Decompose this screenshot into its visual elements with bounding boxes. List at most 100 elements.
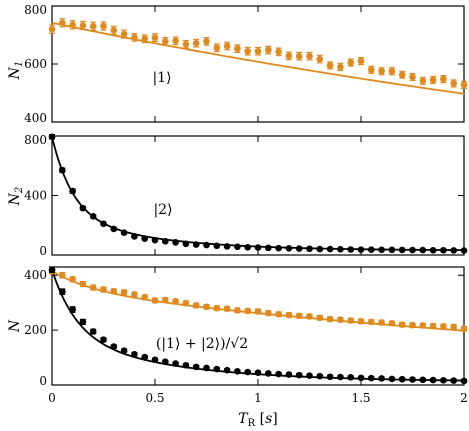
data-point: [120, 288, 128, 296]
data-point: [419, 376, 427, 384]
data-point: [79, 318, 87, 326]
data-point: [357, 374, 365, 382]
data-point: [110, 27, 118, 34]
y-tick-label: 400: [24, 111, 47, 125]
data-point: [110, 225, 118, 233]
data-point: [460, 81, 468, 89]
data-point: [316, 314, 324, 322]
data-point: [254, 369, 262, 376]
data-point: [440, 75, 447, 83]
data-point: [213, 242, 221, 250]
plot-frame: [51, 5, 465, 123]
data-point: [378, 67, 385, 75]
annotation-state-1: |1⟩: [152, 70, 171, 86]
data-point: [192, 302, 200, 309]
data-point: [409, 246, 416, 254]
y-tick-label: 400: [24, 189, 47, 203]
data-point: [316, 55, 324, 63]
data-point: [244, 307, 251, 315]
fit-curve: [51, 136, 465, 252]
data-point: [244, 243, 251, 251]
data-point: [48, 133, 56, 141]
data-point: [440, 246, 447, 254]
data-point: [213, 304, 221, 312]
data-point: [141, 35, 148, 43]
data-point: [223, 366, 231, 374]
data-point: [347, 317, 355, 324]
data-point: [203, 241, 210, 249]
data-point: [265, 370, 272, 377]
data-point: [59, 288, 66, 295]
data-point: [69, 276, 76, 283]
x-tick-label: 1: [254, 391, 262, 405]
data-point: [182, 361, 190, 369]
data-point: [306, 52, 313, 60]
data-point: [120, 30, 128, 38]
x-axis-label: TR [s]: [238, 411, 277, 429]
data-point: [275, 310, 282, 318]
data-point: [234, 367, 241, 375]
data-point: [326, 62, 334, 69]
data-point: [254, 244, 262, 251]
data-point: [337, 373, 344, 381]
data-point: [234, 243, 241, 251]
data-point: [79, 22, 87, 29]
data-point: [234, 45, 241, 52]
data-point: [131, 34, 138, 41]
data-point: [151, 34, 159, 41]
annotation-state-2: |2⟩: [153, 202, 172, 218]
data-point: [409, 376, 416, 383]
y-tick-label: 200: [24, 323, 47, 337]
data-point: [357, 246, 365, 253]
y-tick-label: 600: [24, 57, 47, 71]
data-point: [419, 322, 427, 329]
data-point: [388, 67, 396, 75]
data-point: [223, 305, 231, 313]
annotation-superposition: (|1⟩ + |2⟩)/√2: [156, 336, 248, 352]
panel-n: 0 200 400 0 0.5 1 1.5 2: [24, 266, 468, 405]
data-point: [460, 377, 468, 385]
data-point: [347, 246, 355, 253]
data-point: [388, 246, 396, 254]
data-point: [398, 375, 406, 383]
y-axis-label-n2: N2: [7, 187, 25, 207]
data-point: [295, 371, 303, 379]
data-point: [100, 22, 107, 30]
data-point: [141, 293, 148, 301]
data-point: [285, 371, 293, 378]
data-point: [295, 52, 303, 60]
data-point: [172, 37, 179, 45]
data-point: [223, 243, 231, 250]
data-point: [306, 245, 313, 253]
data-point: [316, 372, 324, 380]
data-point: [450, 247, 458, 254]
data-point: [162, 38, 169, 45]
data-point: [265, 309, 272, 317]
data-point: [337, 316, 344, 323]
data-point: [429, 76, 437, 84]
data-point: [378, 375, 385, 382]
data-point: [285, 245, 293, 252]
data-point: [69, 306, 76, 313]
panel-n2: 0 400 800: [24, 133, 468, 258]
data-point: [326, 315, 334, 323]
data-point: [275, 48, 282, 56]
data-point: [79, 204, 87, 212]
data-point: [419, 77, 427, 85]
data-point: [213, 44, 221, 52]
data-point: [100, 286, 107, 293]
data-point: [131, 291, 138, 298]
data-point: [48, 266, 56, 274]
data-point: [59, 271, 66, 279]
data-point: [378, 319, 385, 326]
y-axis-label-n: N: [7, 319, 23, 333]
data-point: [326, 373, 334, 381]
data-point: [388, 375, 396, 383]
data-point: [357, 318, 365, 325]
data-point: [378, 246, 385, 254]
data-point: [337, 246, 344, 253]
data-point: [203, 38, 210, 45]
data-point: [172, 239, 179, 246]
data-point: [450, 377, 458, 384]
